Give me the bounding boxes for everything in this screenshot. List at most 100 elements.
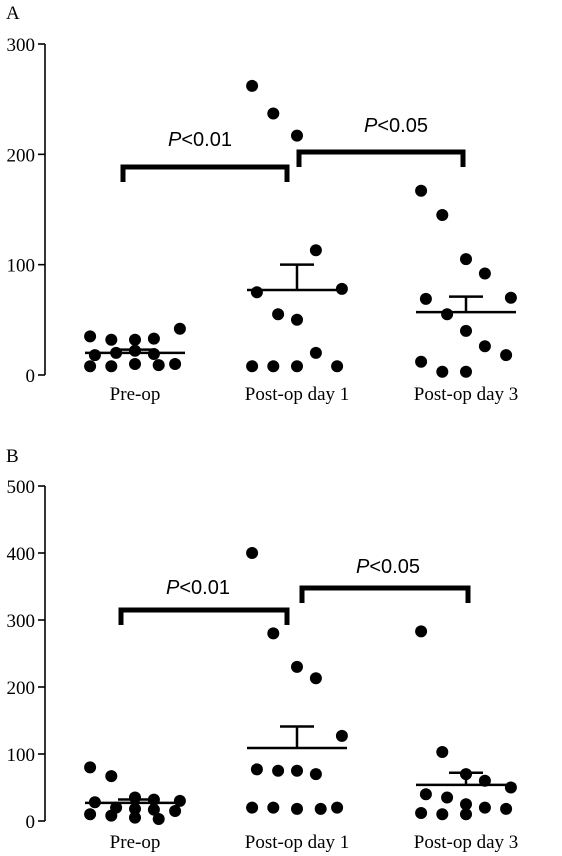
significance-label: P<0.05	[356, 556, 420, 578]
significance-label: P<0.01	[166, 577, 230, 599]
p-threshold: <0.05	[369, 556, 420, 578]
x-category-label: Pre-op	[110, 832, 161, 853]
data-point	[105, 360, 118, 373]
data-point	[84, 808, 97, 821]
data-point	[105, 333, 118, 346]
p-symbol: P	[166, 577, 180, 599]
y-tick-label: 100	[7, 256, 36, 277]
y-tick-label: 0	[26, 812, 36, 833]
data-point	[441, 308, 454, 321]
data-point	[478, 267, 491, 280]
x-category-label: Post-op day 1	[245, 384, 350, 405]
data-point	[436, 746, 449, 758]
data-point	[478, 801, 491, 814]
data-point	[246, 79, 259, 92]
data-point	[314, 802, 327, 815]
panel-b: B 0 100 200 300 400 500 Pre-op Post-op day 1 Post…	[6, 446, 518, 853]
data-point	[331, 360, 344, 373]
data-point	[441, 791, 454, 804]
data-point	[500, 349, 513, 362]
data-point	[309, 346, 322, 359]
data-point	[84, 360, 97, 373]
y-tick-label: 500	[7, 477, 36, 498]
data-point	[267, 627, 280, 640]
panel-label: B	[6, 446, 19, 467]
data-point	[500, 802, 513, 815]
data-point	[460, 253, 472, 266]
data-point	[436, 209, 449, 221]
data-point	[291, 129, 303, 142]
data-point	[419, 292, 432, 305]
data-point	[331, 801, 344, 814]
data-point	[246, 360, 259, 373]
data-point	[460, 324, 472, 337]
data-point	[419, 788, 432, 801]
data-point	[291, 313, 303, 326]
data-point	[335, 729, 348, 742]
data-point	[272, 764, 285, 777]
data-point	[291, 764, 303, 777]
data-point	[246, 801, 259, 814]
data-point	[152, 813, 165, 825]
data-point	[129, 811, 141, 824]
data-point	[415, 625, 428, 638]
p-symbol: P	[364, 115, 378, 137]
data-point	[267, 801, 280, 814]
data-point	[246, 547, 259, 559]
y-tick-label: 200	[7, 145, 36, 166]
data-point	[272, 308, 285, 321]
data-point	[436, 808, 449, 821]
y-tick-label: 400	[7, 544, 36, 565]
data-point	[415, 184, 428, 197]
data-point	[504, 781, 517, 794]
y-tick-label: 0	[26, 366, 36, 387]
y-tick-label: 100	[7, 745, 36, 766]
y-tick-label: 200	[7, 678, 36, 699]
data-point	[291, 802, 303, 815]
data-point	[129, 802, 141, 815]
data-point	[147, 332, 160, 345]
data-point	[173, 322, 186, 335]
data-point	[129, 333, 141, 346]
significance-bracket	[296, 149, 466, 167]
data-point	[88, 349, 101, 362]
significance-bracket	[118, 607, 290, 625]
data-point	[436, 365, 449, 378]
data-point	[460, 798, 472, 811]
data-point	[309, 768, 322, 781]
data-point	[84, 761, 97, 774]
data-point	[291, 660, 303, 673]
y-tick-label: 300	[7, 611, 36, 632]
data-point	[147, 803, 160, 816]
p-threshold: <0.01	[181, 129, 232, 151]
x-category-label: Post-op day 1	[245, 832, 350, 853]
data-point	[309, 672, 322, 685]
data-point	[169, 358, 182, 370]
x-category-label: Pre-op	[110, 384, 161, 405]
p-threshold: <0.01	[179, 577, 230, 599]
significance-bracket	[299, 585, 471, 603]
data-point	[415, 807, 428, 819]
data-point	[105, 809, 118, 822]
p-threshold: <0.05	[377, 115, 428, 137]
data-point	[478, 340, 491, 353]
data-point	[460, 808, 472, 821]
data-point	[250, 763, 263, 776]
significance-bracket	[120, 164, 290, 182]
data-point	[415, 355, 428, 368]
p-symbol: P	[168, 129, 182, 151]
data-point	[504, 291, 517, 304]
data-point	[250, 286, 263, 299]
significance-label: P<0.01	[168, 129, 232, 151]
panel-a: A 0 100 200 300 Pre-op Post-op day 1 Post-op da…	[6, 3, 518, 405]
data-point	[291, 360, 303, 373]
data-point	[105, 770, 118, 783]
data-point	[309, 244, 322, 257]
data-point	[267, 360, 280, 373]
data-point	[152, 359, 165, 372]
data-point	[129, 358, 141, 370]
panel-label: A	[6, 3, 20, 24]
y-tick-label: 300	[7, 35, 36, 56]
data-point	[460, 365, 472, 378]
